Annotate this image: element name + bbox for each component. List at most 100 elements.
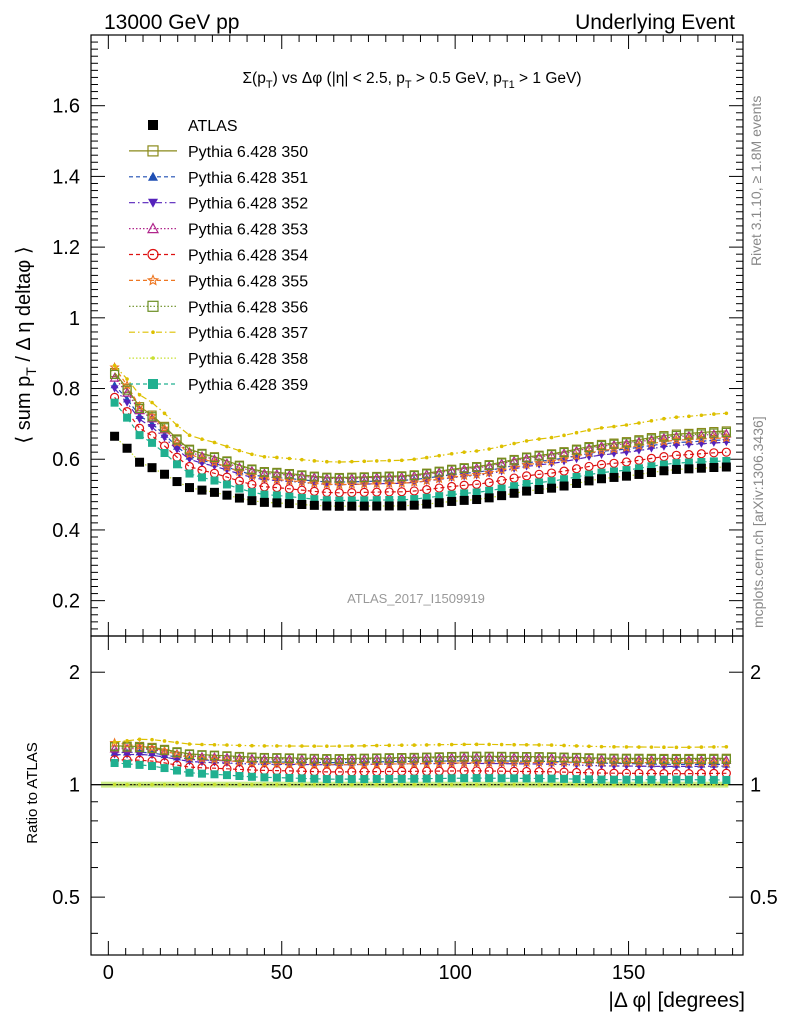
ratio-point <box>447 752 457 762</box>
main-y-tick-label: 1 <box>69 308 80 330</box>
ratio-point <box>197 769 206 778</box>
data-point <box>309 500 319 510</box>
ratio-point <box>547 774 556 783</box>
ratio-point <box>350 744 354 748</box>
ratio-point <box>259 753 270 763</box>
ratio-point <box>284 753 294 764</box>
data-point <box>384 478 395 488</box>
ratio-point <box>125 739 129 743</box>
ratio-point <box>237 782 242 787</box>
ratio-point <box>160 764 169 773</box>
data-point <box>446 471 457 482</box>
ratio-point <box>585 775 594 784</box>
legend-marker <box>147 300 159 312</box>
data-point <box>123 413 132 422</box>
main-y-tick-label: 0.8 <box>52 379 80 401</box>
ratio-plot-panel: 0.5 0.5 1 1 2 2 0 50 100 150 <box>52 635 778 984</box>
ratio-point <box>334 754 344 764</box>
ratio-point <box>150 782 154 787</box>
ratio-point <box>459 757 470 768</box>
data-point <box>459 470 470 481</box>
data-point <box>709 428 719 438</box>
data-point <box>447 490 456 499</box>
data-point <box>634 469 644 479</box>
data-point <box>360 496 369 505</box>
ratio-point <box>621 754 632 764</box>
data-point <box>297 493 306 502</box>
data-point <box>672 442 681 450</box>
data-point <box>547 477 556 486</box>
data-point <box>284 469 294 479</box>
ratio-point <box>312 782 317 787</box>
ratio-point <box>135 760 144 769</box>
ratio-point <box>462 742 466 747</box>
ratio-point <box>534 752 544 762</box>
ratio-point <box>185 768 194 777</box>
ratio-point <box>110 759 119 768</box>
data-point <box>671 434 682 445</box>
data-point <box>572 472 581 481</box>
ratio-point <box>696 757 707 768</box>
data-point <box>385 495 394 504</box>
data-point <box>184 448 195 459</box>
data-point <box>247 496 257 506</box>
x-tick-label: 100 <box>438 962 471 984</box>
data-point <box>721 428 732 438</box>
data-point <box>624 423 629 427</box>
ratio-point <box>362 743 367 748</box>
x-axis-label: |Δ φ| [degrees] <box>608 989 745 1012</box>
ratio-point <box>435 774 444 783</box>
data-point <box>722 457 731 466</box>
data-point <box>185 469 194 478</box>
data-point <box>185 456 194 464</box>
ratio-point <box>372 753 382 764</box>
ratio-point <box>596 757 607 767</box>
analysis-id: ATLAS_2017_I1509919 <box>347 591 485 606</box>
ratio-point <box>162 739 167 743</box>
ratio-point <box>112 782 117 787</box>
data-point <box>687 414 691 419</box>
data-point <box>250 452 254 457</box>
legend-item: Pythia 6.428 352 <box>129 196 308 213</box>
ratio-point <box>110 751 119 759</box>
legend-marker <box>148 198 158 208</box>
data-point <box>422 493 431 502</box>
ratio-point <box>721 757 732 768</box>
data-point <box>512 441 516 446</box>
ratio-point <box>397 774 406 783</box>
mcplots-label: mcplots.cern.ch [arXiv:1306.3436] <box>750 416 766 628</box>
data-point <box>334 501 344 511</box>
data-point <box>296 476 308 487</box>
ratio-point <box>109 743 120 753</box>
series-line <box>114 366 727 486</box>
ratio-point <box>697 775 706 784</box>
data-point <box>584 442 594 453</box>
ratio-point <box>287 744 292 748</box>
data-point <box>259 467 270 477</box>
data-point <box>409 470 419 481</box>
ratio-point <box>350 782 354 787</box>
data-point <box>508 461 520 472</box>
ratio-point <box>374 782 379 787</box>
ratio-y-axis-label: Ratio to ATLAS <box>24 742 41 843</box>
data-point <box>397 501 407 511</box>
ratio-point <box>197 750 207 760</box>
data-point <box>359 478 370 489</box>
data-point <box>173 446 182 454</box>
data-point <box>384 487 394 497</box>
data-point <box>285 492 294 501</box>
data-point <box>684 441 693 449</box>
data-point <box>459 495 469 505</box>
ratio-point <box>460 774 469 783</box>
data-point <box>447 481 457 492</box>
ratio-point <box>137 782 142 787</box>
data-point <box>671 430 682 441</box>
data-point <box>609 458 619 468</box>
data-point <box>449 451 454 456</box>
data-point <box>422 499 432 509</box>
ratio-point <box>171 748 183 758</box>
data-point <box>197 473 206 482</box>
ratio-point <box>175 740 179 745</box>
legend-label: Pythia 6.428 355 <box>188 273 308 290</box>
data-point <box>159 423 170 433</box>
